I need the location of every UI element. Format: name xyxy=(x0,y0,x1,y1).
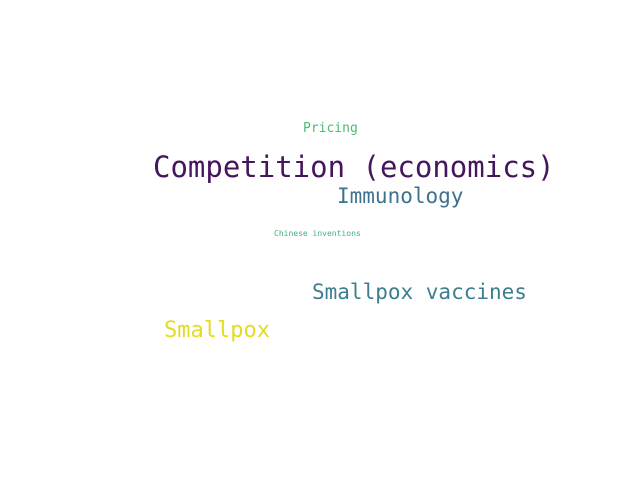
word-competition-economics: Competition (economics) xyxy=(153,150,555,184)
word-pricing: Pricing xyxy=(303,121,358,136)
word-chinese-inventions: Chinese inventions xyxy=(274,229,361,238)
word-immunology: Immunology xyxy=(337,184,464,208)
word-smallpox-vaccines: Smallpox vaccines xyxy=(312,280,527,304)
word-smallpox: Smallpox xyxy=(164,318,270,343)
